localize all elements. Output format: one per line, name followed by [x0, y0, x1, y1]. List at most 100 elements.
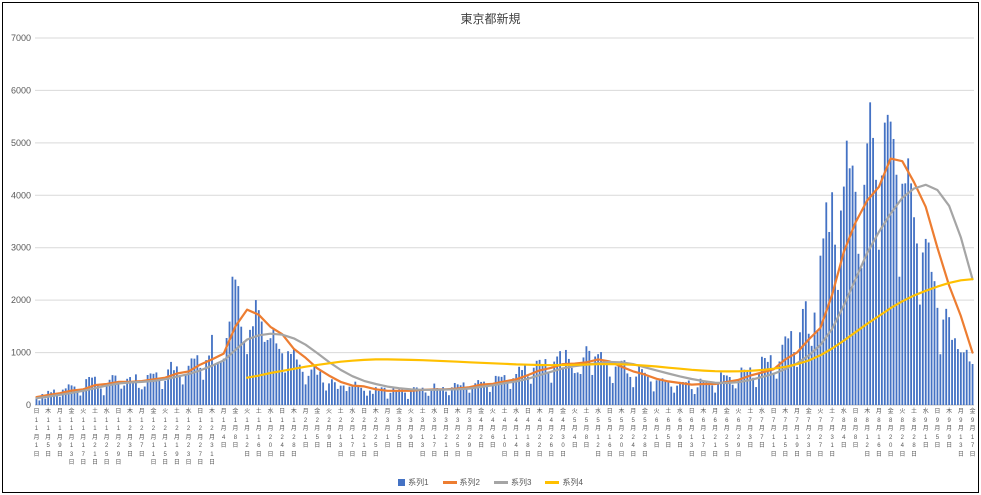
bar	[839, 210, 842, 405]
bar	[193, 358, 196, 405]
bar	[503, 375, 506, 405]
bar	[380, 387, 383, 405]
bar	[94, 376, 96, 405]
bar	[532, 367, 535, 405]
bar	[266, 339, 269, 405]
bar	[690, 389, 693, 405]
bar	[38, 400, 41, 405]
bar	[102, 395, 105, 405]
bar	[799, 332, 801, 405]
bar	[351, 385, 354, 405]
bar	[494, 375, 497, 405]
bar	[79, 395, 82, 405]
bar	[951, 339, 953, 405]
bar	[275, 343, 278, 405]
bar	[515, 374, 518, 405]
bar	[939, 354, 942, 405]
bar	[684, 382, 687, 405]
bar	[831, 192, 834, 405]
bar	[184, 375, 187, 405]
bar	[439, 389, 442, 405]
bar	[708, 384, 711, 405]
bar	[164, 380, 167, 405]
bar	[682, 381, 684, 405]
legend-label: 系列3	[511, 478, 532, 487]
bar	[290, 353, 292, 405]
bar	[693, 394, 696, 405]
bar	[483, 381, 485, 405]
bar	[553, 361, 556, 405]
y-tick-label: 7000	[11, 33, 31, 43]
bar	[819, 255, 822, 405]
bar	[758, 373, 760, 405]
bar	[58, 396, 61, 405]
bar	[47, 390, 50, 405]
bar	[208, 355, 210, 405]
bar	[442, 387, 444, 405]
bar	[696, 387, 699, 405]
bar	[181, 384, 184, 405]
bar	[670, 386, 673, 405]
bar	[646, 376, 649, 405]
bar	[196, 355, 199, 405]
bar	[550, 382, 553, 405]
bar	[187, 365, 190, 405]
bar	[948, 317, 951, 405]
bar	[878, 249, 880, 405]
bar	[295, 359, 298, 405]
bar	[617, 364, 620, 405]
bar	[579, 374, 582, 405]
bar	[56, 395, 58, 405]
bar	[61, 389, 64, 405]
bar	[623, 360, 626, 405]
bar	[965, 349, 968, 405]
bar	[506, 382, 509, 405]
y-tick-label: 5000	[11, 138, 31, 148]
legend-item-系列1[interactable]: 系列1	[398, 477, 429, 488]
bar	[211, 334, 213, 405]
bar	[959, 352, 962, 405]
bar	[787, 338, 790, 405]
bar	[714, 392, 717, 405]
bar	[240, 326, 243, 405]
bar	[655, 380, 658, 405]
legend-item-系列2[interactable]: 系列2	[442, 477, 480, 488]
bar	[453, 382, 456, 405]
bar	[705, 381, 708, 405]
legend-item-系列3[interactable]: 系列3	[494, 477, 531, 488]
bar	[471, 385, 474, 405]
bar	[769, 355, 772, 405]
bar	[664, 380, 667, 405]
bar	[336, 388, 339, 405]
bar	[837, 289, 839, 405]
bar	[901, 183, 904, 405]
bar	[883, 122, 886, 405]
legend-item-系列4[interactable]: 系列4	[545, 477, 583, 488]
bar	[518, 366, 521, 405]
bar	[357, 386, 360, 405]
bar-swatch-icon	[398, 479, 406, 486]
bar	[529, 383, 532, 405]
